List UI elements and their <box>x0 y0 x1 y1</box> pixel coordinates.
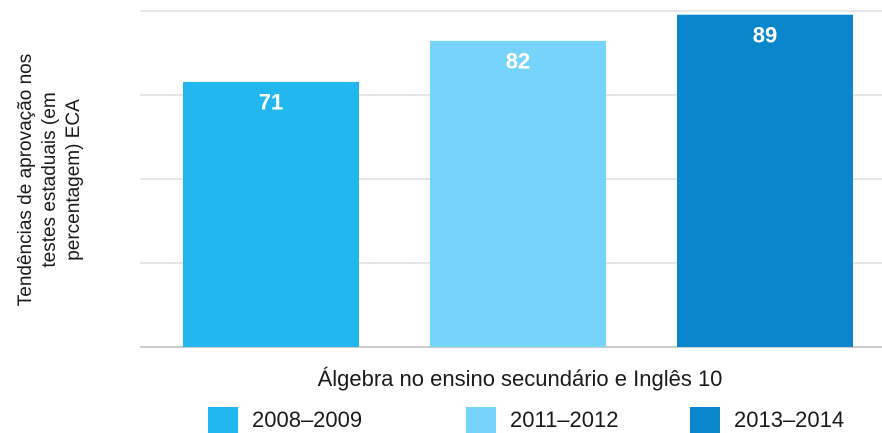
legend-label: 2011–2012 <box>510 407 619 432</box>
x-tick-label: Álgebra no ensino secundário e Inglês 10 <box>318 366 723 391</box>
legend-swatch <box>208 407 238 433</box>
data-label: 82 <box>506 49 530 74</box>
legend-label: 2013–2014 <box>734 407 844 432</box>
data-label: 89 <box>753 23 777 48</box>
legend-swatch <box>466 407 496 433</box>
legend-swatch <box>690 407 720 433</box>
data-label: 71 <box>259 90 283 115</box>
y-axis-label: Tendências de aprovação nos testes estad… <box>15 54 84 306</box>
legend-label: 2008–2009 <box>252 407 362 432</box>
y-axis-label-line: percentagem) ECA <box>63 99 84 261</box>
bar <box>677 14 853 347</box>
bar <box>430 40 606 347</box>
y-axis-label-line: Tendências de aprovação nos <box>15 54 36 306</box>
bar <box>183 81 359 347</box>
y-axis-label-line: testes estaduais (em <box>39 92 60 267</box>
